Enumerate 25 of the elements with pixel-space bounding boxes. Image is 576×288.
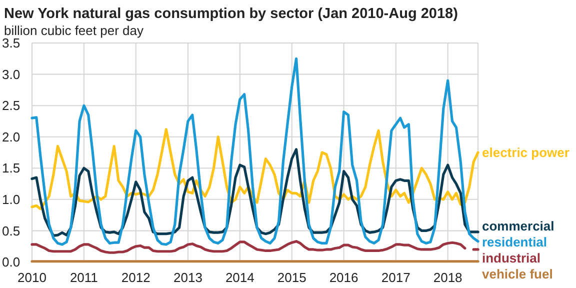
- x-tick-label: 2011: [70, 270, 98, 285]
- chart-subtitle: billion cubic feet per day: [4, 23, 144, 38]
- line-series: [30, 57, 480, 246]
- y-tick-label: 3.0: [2, 66, 20, 82]
- x-tick-label: 2010: [18, 270, 46, 285]
- y-tick-label: 1.5: [2, 160, 20, 176]
- series-label: vehicle fuel: [482, 266, 553, 282]
- series-label: commercial: [482, 218, 554, 234]
- y-tick-label: 1.0: [2, 192, 20, 207]
- y-tick-label: 0.0: [2, 254, 20, 270]
- x-tick-label: 2016: [329, 270, 358, 285]
- y-tick-label: 0.5: [2, 223, 20, 238]
- x-tick-label: 2017: [381, 270, 410, 285]
- x-tick-label: 2013: [174, 270, 202, 285]
- chart-title: New York natural gas consumption by sector (Jan 2010-Aug 2018): [4, 6, 458, 22]
- x-tick-label: 2012: [121, 270, 150, 285]
- x-tick-label: 2015: [277, 270, 306, 285]
- series-label: residential: [482, 234, 548, 250]
- x-tick-label: 2014: [225, 270, 254, 285]
- y-tick-label: 2.5: [2, 98, 20, 114]
- y-tick-label: 2.0: [2, 129, 20, 144]
- series-label: electric power: [482, 145, 570, 160]
- series-label: industrial: [482, 250, 541, 266]
- x-tick-label: 2018: [433, 270, 462, 285]
- y-tick-label: 3.5: [2, 36, 20, 51]
